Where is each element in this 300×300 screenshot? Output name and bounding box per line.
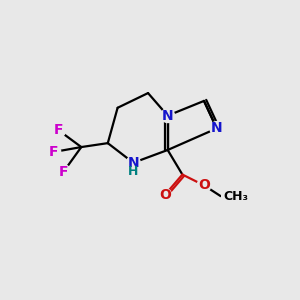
Circle shape	[52, 124, 66, 137]
Text: F: F	[54, 123, 64, 137]
Circle shape	[210, 122, 224, 135]
Text: O: O	[159, 188, 171, 202]
Text: F: F	[59, 165, 68, 178]
Circle shape	[47, 145, 61, 159]
Circle shape	[158, 188, 172, 202]
Circle shape	[197, 178, 211, 192]
Text: N: N	[211, 122, 223, 135]
Text: N: N	[128, 156, 139, 170]
Text: O: O	[198, 178, 210, 192]
Text: N: N	[162, 109, 173, 123]
Circle shape	[57, 165, 70, 178]
Circle shape	[161, 109, 175, 122]
Text: F: F	[49, 145, 58, 159]
Text: CH₃: CH₃	[224, 190, 249, 202]
Text: H: H	[128, 165, 139, 178]
Circle shape	[126, 156, 140, 169]
Circle shape	[222, 187, 239, 205]
